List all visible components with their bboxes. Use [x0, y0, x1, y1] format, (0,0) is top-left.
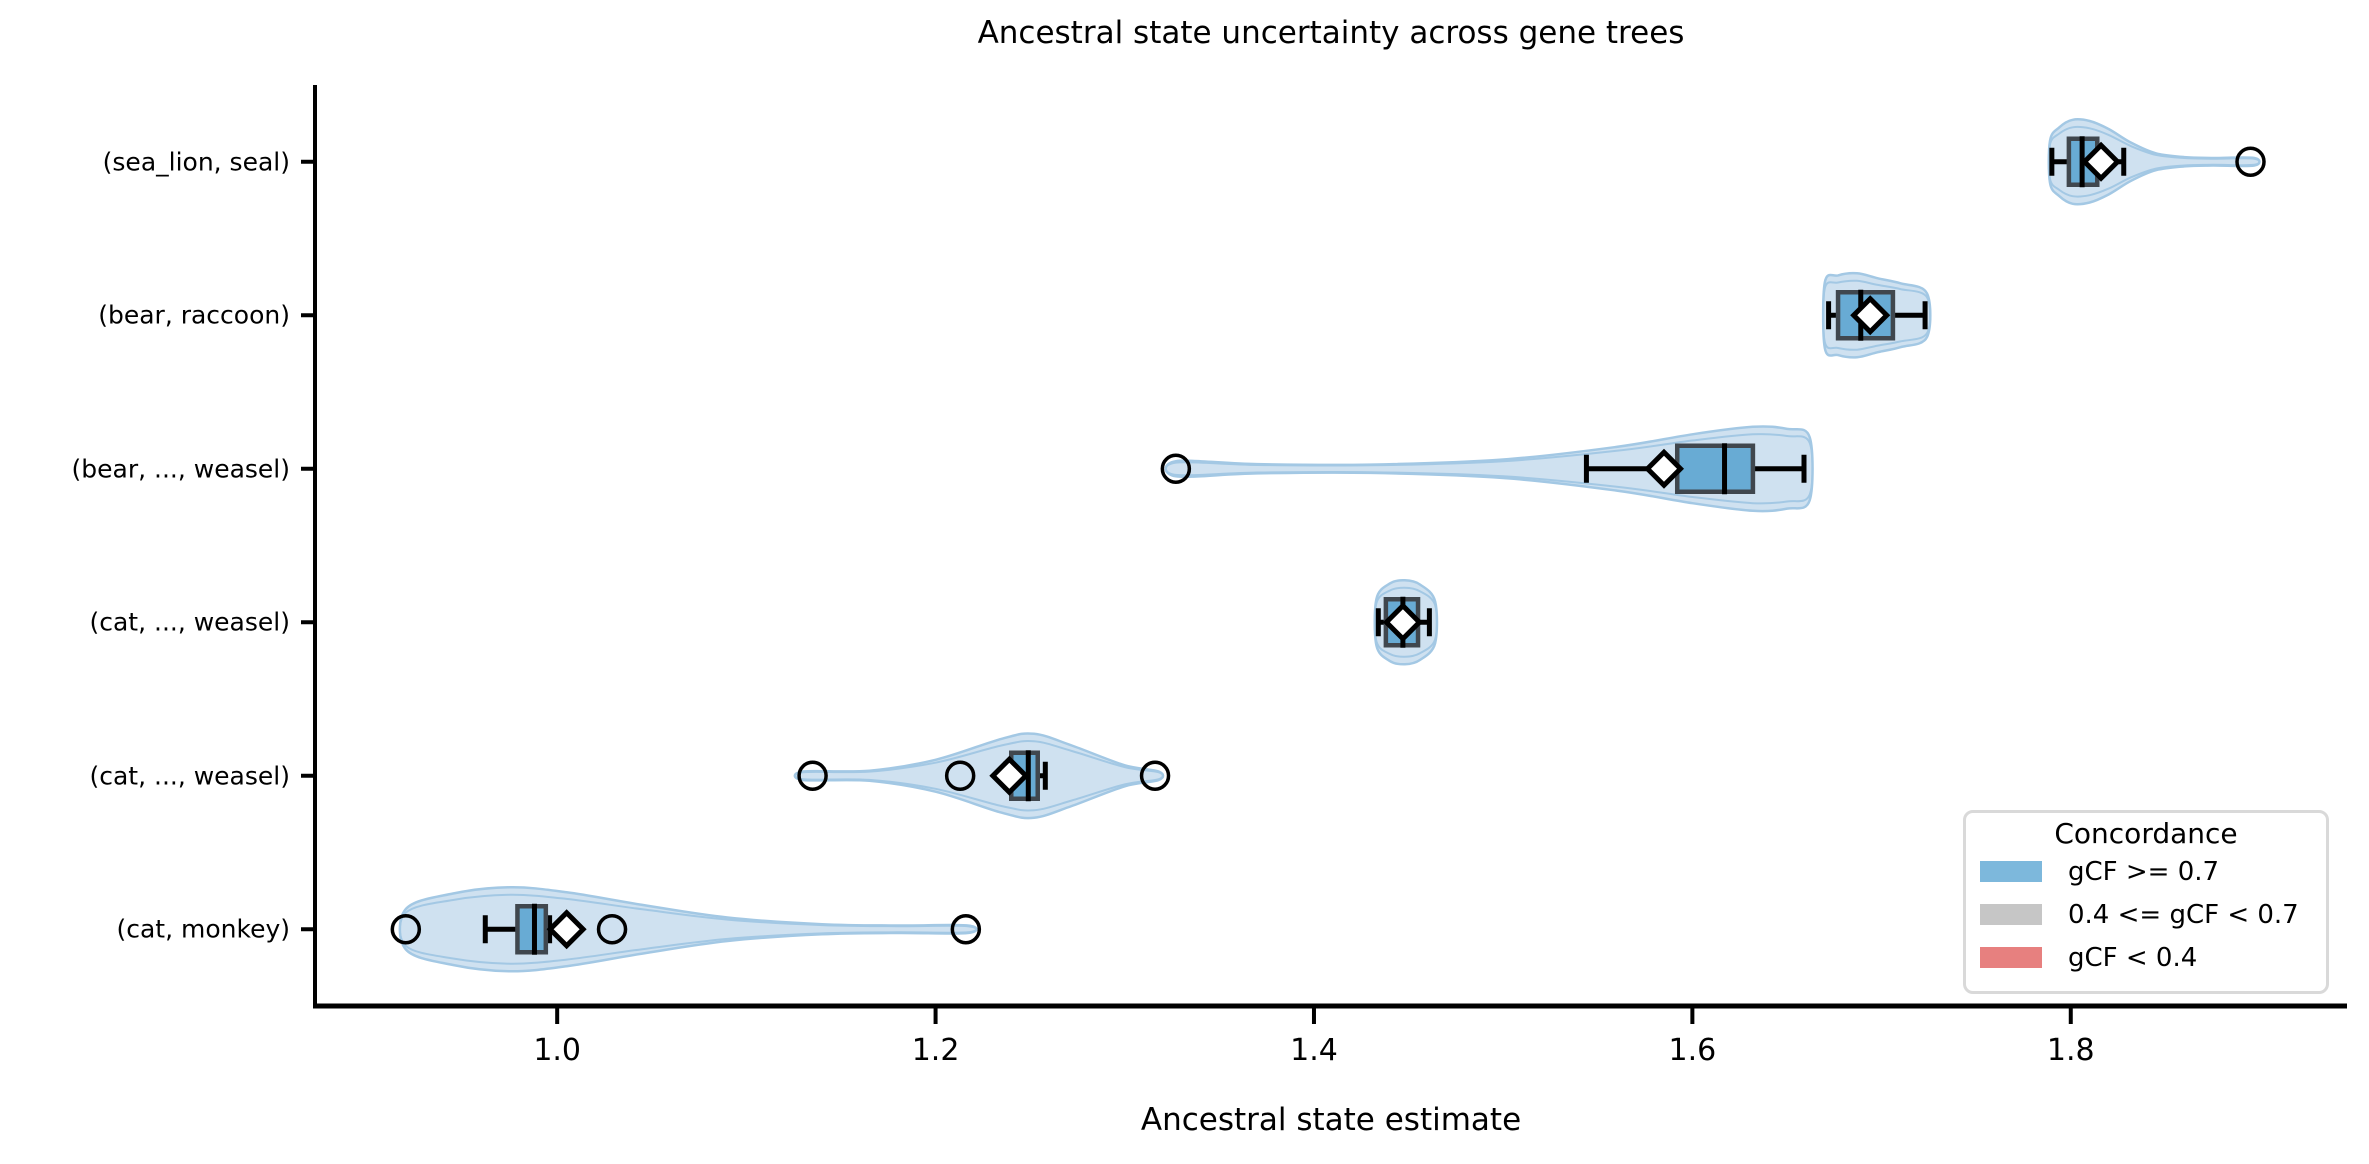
- outlier-marker: [797, 760, 828, 791]
- y-tick-label: (bear, raccoon): [98, 300, 290, 330]
- violin-inner-outline-row-0: [2047, 125, 2261, 198]
- legend-swatch: [1980, 861, 2042, 882]
- legend-entry-label: gCF < 0.4: [2068, 942, 2198, 973]
- mean-diamond-row-0: [2081, 141, 2122, 182]
- outlier-marker: [1160, 453, 1192, 484]
- mean-diamond-row-2: [1643, 448, 1685, 489]
- chart-title: Ancestral state uncertainty across gene …: [977, 15, 1685, 51]
- mean-diamond-row-3: [1382, 602, 1423, 643]
- violin-inner-outline-row-3: [1373, 586, 1438, 658]
- legend-entry: gCF >= 0.7: [1966, 850, 2326, 893]
- legend-entry: 0.4 <= gCF < 0.7: [1966, 893, 2326, 936]
- y-tick-label: (bear, ..., weasel): [71, 454, 290, 484]
- x-tick-label: 1.8: [2046, 1033, 2095, 1068]
- outlier-marker: [950, 914, 982, 945]
- legend-swatch: [1980, 904, 2042, 925]
- legend-entry: gCF < 0.4: [1966, 936, 2326, 979]
- mean-diamond-row-1: [1850, 295, 1891, 336]
- outlier-marker: [1139, 760, 1171, 791]
- y-tick-label: (cat, ..., weasel): [89, 761, 290, 791]
- legend: Concordance gCF >= 0.7 0.4 <= gCF < 0.7 gC…: [1963, 810, 2329, 994]
- legend-swatch: [1980, 947, 2042, 968]
- y-tick-label: (cat, ..., weasel): [89, 607, 290, 637]
- outlier-marker: [596, 914, 628, 945]
- y-tick-label: (sea_lion, seal): [102, 147, 290, 177]
- violin-row-4: [793, 732, 1165, 820]
- violin-inner-outline-row-5: [398, 893, 978, 965]
- outlier-marker: [390, 914, 422, 945]
- legend-entry-label: gCF >= 0.7: [2068, 856, 2220, 887]
- box-row-2: [1674, 443, 1756, 494]
- x-axis-label: Ancestral state estimate: [1140, 1102, 1522, 1138]
- x-tick-label: 1.6: [1668, 1033, 1717, 1068]
- y-tick-label: (cat, monkey): [116, 914, 290, 944]
- violin-inner-outline-row-2: [1164, 433, 1814, 505]
- x-tick-label: 1.4: [1290, 1033, 1338, 1068]
- legend-entry-label: 0.4 <= gCF < 0.7: [2068, 899, 2299, 930]
- legend-title: Concordance: [2054, 817, 2238, 850]
- x-tick-label: 1.0: [533, 1033, 582, 1068]
- violin-inner-outline-row-1: [1822, 279, 1932, 351]
- mean-diamond-row-4: [989, 755, 1030, 796]
- outlier-marker: [944, 760, 976, 791]
- violin-inner-outline-row-4: [793, 740, 1165, 812]
- outlier-marker: [2235, 146, 2266, 177]
- legend-entries: gCF >= 0.7 0.4 <= gCF < 0.7 gCF < 0.4: [1966, 850, 2326, 979]
- x-tick-label: 1.2: [911, 1033, 960, 1068]
- mean-diamond-row-5: [546, 909, 587, 950]
- box-row-5: [515, 904, 549, 955]
